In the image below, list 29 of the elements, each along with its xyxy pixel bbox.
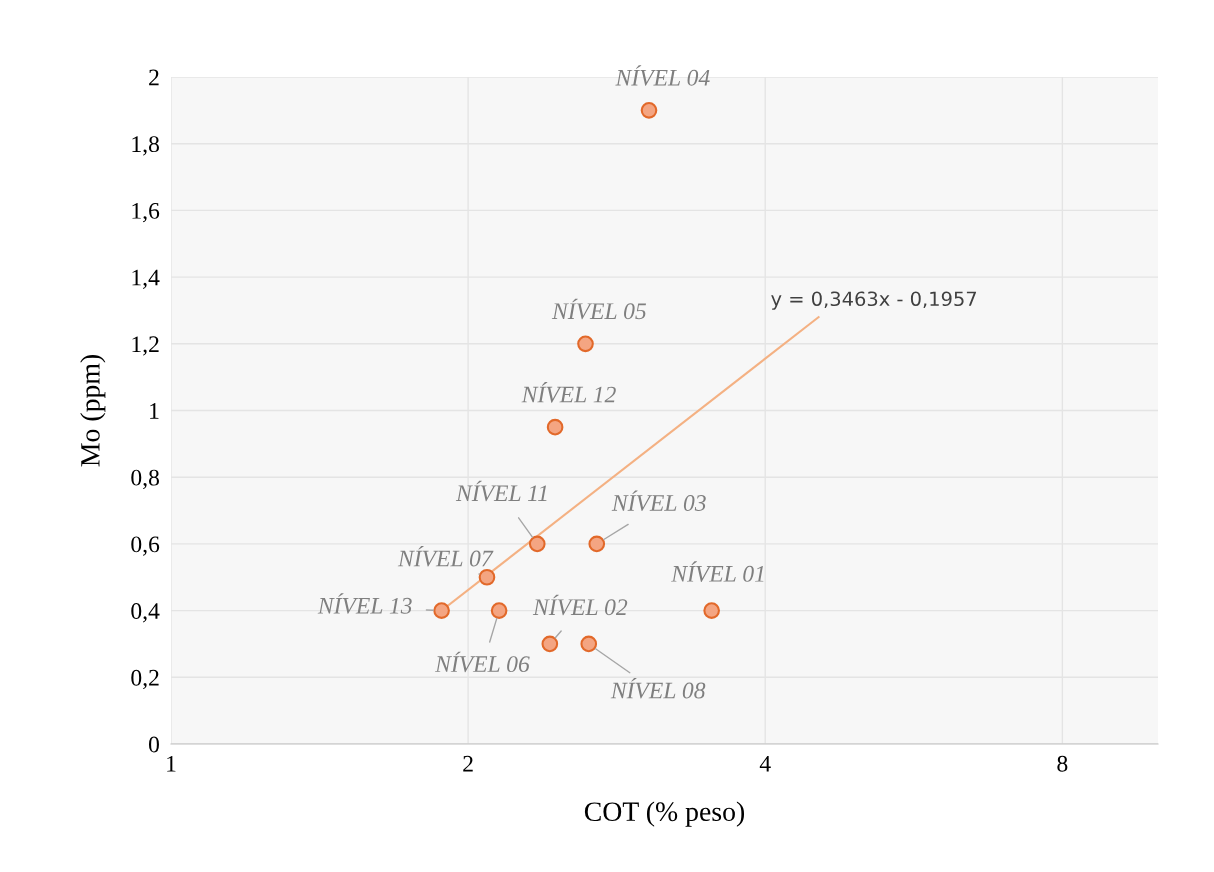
annotation: y = 0,3463x - 0,1957 (771, 291, 977, 310)
annotation: NÍVEL 02 (532, 594, 628, 616)
annotation: NÍVEL 11 (455, 480, 547, 502)
annotation: NÍVEL 05 (551, 298, 647, 320)
y-tick-label: 1,6 (132, 202, 160, 223)
y-axis-title: Mo (ppm) (80, 355, 106, 467)
x-tick-label: 4 (759, 755, 771, 772)
y-tick-label: 0,8 (131, 469, 159, 490)
annotation: NÍVEL 13 (317, 593, 412, 614)
annotation: NÍVEL 08 (610, 678, 706, 699)
y-tick-label: 1 (150, 403, 159, 419)
y-tick-label: 0 (148, 736, 159, 753)
annotation: NÍVEL 07 (397, 546, 494, 567)
x-tick-label: 8 (1057, 755, 1068, 772)
y-tick-label: 2 (149, 69, 159, 86)
y-tick-label: 0,4 (131, 603, 160, 623)
annotation: NÍVEL 01 (671, 561, 764, 582)
annotation: NÍVEL 04 (615, 65, 710, 86)
x-axis-title: COT (% peso) (584, 801, 745, 827)
y-tick-label: 0,6 (131, 536, 160, 556)
y-tick-label: 1,4 (132, 269, 160, 289)
y-tick-label: 1,8 (132, 136, 159, 156)
annotation: NÍVEL 03 (611, 490, 706, 512)
x-tick-label: 2 (463, 755, 473, 772)
annotation: NÍVEL 06 (434, 651, 530, 673)
y-tick-label: 1,2 (132, 336, 159, 356)
annotation: NÍVEL 12 (521, 382, 616, 403)
x-tick-label: 1 (167, 755, 176, 772)
y-tick-label: 0,2 (131, 669, 159, 690)
